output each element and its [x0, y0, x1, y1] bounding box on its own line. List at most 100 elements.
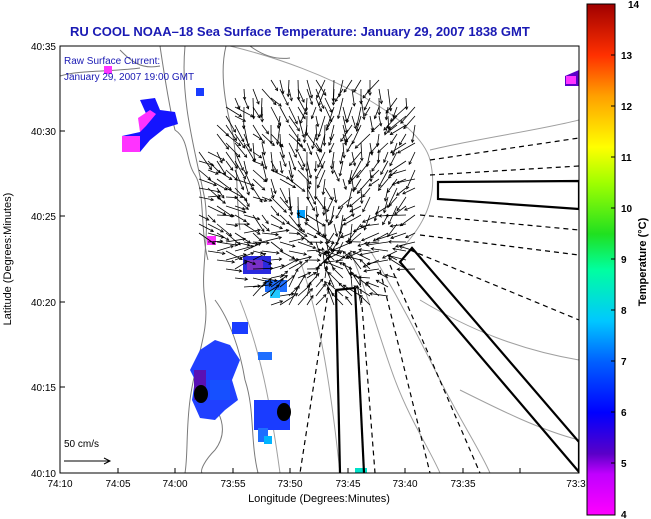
current-vector-head	[285, 228, 290, 233]
current-vector-head	[260, 118, 264, 123]
current-vector-head	[304, 111, 308, 116]
current-annotation-line2: January 29, 2007 19:00 GMT	[64, 72, 194, 83]
current-vector-head	[348, 266, 353, 270]
current-vector-head	[336, 178, 340, 182]
current-vector-head	[243, 154, 248, 158]
current-vector-head	[283, 163, 287, 168]
current-vector-head	[352, 228, 357, 233]
current-vector	[348, 169, 362, 185]
current-vector	[288, 223, 308, 237]
current-vector	[370, 142, 380, 154]
current-vector-head	[342, 217, 347, 222]
current-vector-head	[289, 211, 294, 216]
current-vector-head	[308, 281, 312, 286]
current-vector	[297, 160, 304, 171]
current-vector-head	[315, 137, 319, 142]
current-vector	[378, 169, 389, 188]
current-vector-head	[231, 214, 236, 218]
current-vector	[297, 288, 313, 306]
scale-label: 50 cm/s	[64, 439, 99, 450]
current-vector	[306, 88, 313, 105]
current-vector-head	[312, 271, 317, 276]
x-axis-label: Longitude (Degrees:Minutes)	[248, 493, 390, 505]
current-vector-head	[392, 247, 396, 251]
current-vector	[378, 88, 382, 104]
current-vector	[252, 97, 255, 119]
current-vector	[306, 214, 326, 227]
current-vector-head	[360, 157, 364, 162]
colorbar-tick-label: 4	[621, 510, 627, 519]
current-vector-head	[375, 237, 380, 241]
current-vector-head	[228, 176, 233, 180]
current-vector-head	[398, 245, 403, 249]
radar-beams	[299, 137, 579, 473]
current-vector-head	[353, 285, 358, 289]
current-vector-head	[262, 281, 267, 286]
current-vector	[216, 232, 230, 241]
current-vector-head	[257, 114, 261, 119]
current-vector	[288, 232, 300, 234]
current-vector-head	[211, 241, 216, 245]
current-vector-head	[400, 120, 404, 124]
current-vector	[349, 205, 362, 213]
current-vector-head	[221, 195, 225, 199]
current-vector-head	[242, 118, 247, 122]
current-vector	[288, 268, 299, 288]
current-vector	[342, 142, 345, 158]
current-vector	[306, 273, 320, 288]
current-vector-head	[316, 184, 321, 189]
current-vector-head	[268, 261, 273, 265]
current-vector-head	[308, 151, 313, 156]
current-vector-head	[268, 283, 273, 287]
current-vector	[404, 205, 416, 211]
current-vector-head	[281, 221, 286, 225]
current-vector	[315, 294, 327, 306]
current-vector-head	[325, 219, 329, 224]
current-vector-head	[319, 278, 324, 283]
current-vector-head	[351, 140, 356, 145]
current-vector-head	[322, 294, 327, 298]
current-vector-head	[363, 241, 368, 246]
current-vector-head	[278, 236, 283, 240]
current-vector-head	[262, 253, 267, 257]
current-vector-head	[232, 129, 236, 133]
current-vector-head	[309, 94, 313, 99]
current-vector-head	[324, 267, 329, 271]
current-vector-head	[279, 170, 284, 174]
current-vector-head	[337, 205, 342, 210]
current-vector	[297, 223, 305, 233]
current-vector	[362, 88, 371, 99]
current-vector	[288, 88, 293, 101]
current-vector	[383, 196, 389, 213]
current-vector	[270, 151, 274, 172]
current-vector-head	[396, 207, 400, 212]
current-vector	[362, 214, 380, 223]
current-vector-head	[225, 146, 229, 150]
current-vector	[402, 187, 416, 195]
current-vector-head	[316, 265, 320, 270]
current-vector	[331, 292, 344, 306]
current-vector	[261, 236, 282, 243]
current-vector-head	[403, 207, 408, 211]
current-vector-head	[263, 198, 268, 202]
current-vector	[225, 142, 241, 158]
current-vector	[324, 187, 333, 200]
current-vector	[207, 232, 224, 238]
current-vector	[270, 275, 288, 288]
current-vector-head	[323, 251, 327, 256]
current-vector	[296, 133, 299, 152]
current-vector-head	[230, 245, 235, 249]
current-vector-head	[357, 243, 362, 247]
current-vector-head	[383, 127, 387, 131]
current-vector-head	[395, 192, 400, 196]
current-vector-head	[331, 240, 335, 244]
current-vector-head	[358, 248, 362, 252]
current-vector	[339, 214, 344, 235]
current-vector	[225, 268, 242, 272]
current-vector-head	[243, 261, 248, 265]
current-vector-head	[231, 259, 236, 264]
current-vector	[207, 240, 223, 243]
current-vector-head	[342, 250, 347, 255]
x-tick-label: 74:05	[105, 479, 130, 490]
current-vector	[369, 293, 389, 297]
